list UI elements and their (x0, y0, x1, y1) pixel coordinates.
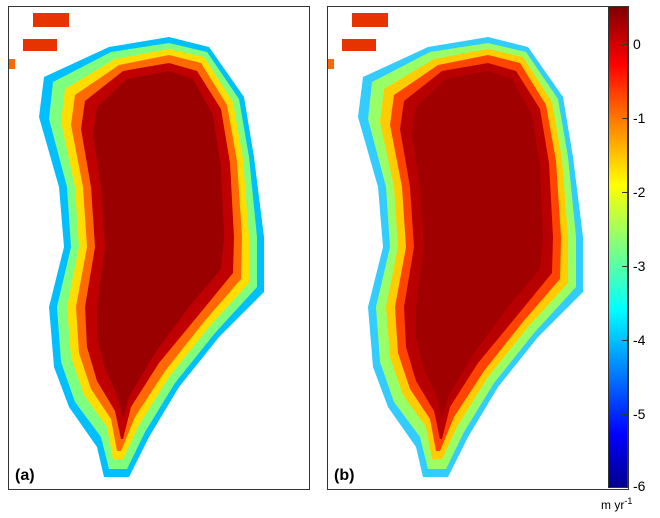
island-2 (342, 39, 376, 51)
panel-label-a: (a) (15, 467, 35, 484)
panel-label-b: (b) (334, 467, 355, 484)
greenland-map-b (328, 13, 583, 477)
colorbar-tick-label: -3 (633, 258, 646, 274)
colorbar-tickmark (622, 192, 628, 193)
island-2 (23, 39, 57, 51)
colorbar-unit-label: m yr-1 (601, 496, 632, 512)
colorbar-tick-label: -1 (633, 110, 646, 126)
colorbar-tickmark (622, 118, 628, 119)
map-panel-a: (a) (8, 6, 310, 490)
unit-superscript: -1 (624, 496, 633, 506)
island-3 (9, 59, 15, 69)
colorbar-tickmark (622, 266, 628, 267)
colorbar-tick-label: -5 (633, 406, 646, 422)
interior-darkred (412, 71, 543, 419)
greenland-map-a (9, 13, 264, 477)
colorbar (608, 6, 628, 488)
island-1 (33, 13, 69, 27)
interior-darkred (93, 71, 224, 419)
island-3 (328, 59, 334, 69)
colorbar-tickmark (622, 340, 628, 341)
colorbar-tickmark (622, 44, 628, 45)
colorbar-tick-label: -2 (633, 184, 646, 200)
colorbar-tickmark (622, 414, 628, 415)
colorbar-tick-label: -4 (633, 332, 646, 348)
island-1 (352, 13, 388, 27)
colorbar-tick-label: -6 (633, 478, 646, 494)
unit-main: m yr (601, 498, 625, 512)
colorbar-tick-label: 0 (633, 36, 641, 52)
map-panel-b: (b) (327, 6, 629, 490)
